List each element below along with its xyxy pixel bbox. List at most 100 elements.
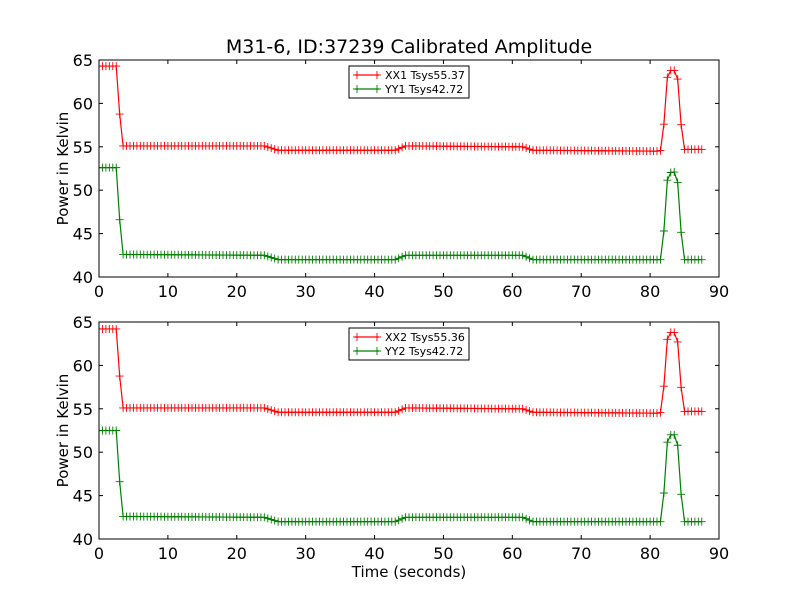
x-tick-label: 60	[502, 282, 522, 301]
x-tick-label: 80	[640, 282, 660, 301]
data-point-marker	[394, 516, 403, 525]
data-point-marker	[525, 145, 534, 154]
x-tick-label: 10	[158, 282, 178, 301]
data-point-marker	[112, 324, 121, 333]
data-point-marker	[394, 254, 403, 263]
legend-swatch-marker	[373, 85, 381, 93]
data-point-marker	[398, 514, 407, 523]
data-point-marker	[263, 514, 272, 523]
y-tick-label: 40	[73, 268, 93, 287]
series-1	[99, 324, 706, 418]
y-tick-label: 65	[73, 51, 93, 70]
data-point-marker	[115, 372, 124, 381]
data-point-marker	[267, 253, 276, 262]
data-point-marker	[663, 438, 672, 447]
y-tick-label: 55	[73, 400, 93, 419]
data-point-marker	[653, 409, 661, 418]
data-point-marker	[518, 142, 527, 151]
data-point-marker	[653, 147, 661, 156]
data-point-marker	[656, 146, 665, 155]
x-tick-label: 80	[640, 544, 660, 563]
legend-entry-label: XX1 Tsys55.37	[385, 69, 465, 82]
legend-box	[348, 327, 470, 361]
data-point-marker	[673, 75, 682, 84]
x-tick-label: 40	[364, 544, 384, 563]
data-point-marker	[270, 407, 279, 416]
legend-swatch-marker	[373, 347, 381, 355]
data-point-marker	[518, 513, 527, 522]
data-point-marker	[663, 335, 672, 344]
data-point-marker	[697, 145, 706, 154]
y-tick-label: 60	[73, 94, 93, 113]
data-point-marker	[270, 145, 279, 154]
data-point-marker	[391, 517, 400, 526]
legend-entry-label: XX2 Tsys55.36	[385, 331, 465, 344]
y-tick-label: 45	[73, 225, 93, 244]
data-point-marker	[659, 120, 668, 129]
data-point-marker	[656, 255, 665, 264]
data-point-marker	[670, 168, 679, 177]
data-point-marker	[673, 178, 682, 187]
data-point-marker	[263, 143, 272, 152]
x-tick-label: 20	[227, 282, 247, 301]
data-point-marker	[697, 517, 706, 526]
data-point-marker	[697, 407, 706, 416]
data-point-marker	[115, 215, 124, 224]
data-point-marker	[260, 513, 269, 522]
data-point-marker	[270, 254, 279, 263]
data-point-marker	[525, 516, 534, 525]
data-point-marker	[398, 143, 407, 152]
x-tick-label: 70	[571, 544, 591, 563]
data-point-marker	[112, 163, 121, 172]
data-point-marker	[260, 403, 269, 412]
x-tick-label: 50	[433, 282, 453, 301]
x-tick-label: 40	[364, 282, 384, 301]
plot-frame	[98, 59, 720, 278]
data-point-marker	[659, 488, 668, 497]
data-point-marker	[673, 337, 682, 346]
y-axis-label: Power in Kelvin	[54, 112, 72, 226]
legend-swatch-marker	[353, 347, 361, 355]
data-point-marker	[398, 252, 407, 261]
legend-box	[348, 65, 470, 99]
data-point-marker	[673, 441, 682, 450]
x-tick-label: 0	[94, 544, 104, 563]
series-2	[99, 163, 706, 264]
data-point-marker	[394, 144, 403, 153]
data-point-marker	[677, 228, 686, 237]
y-tick-label: 60	[73, 356, 93, 375]
data-point-marker	[670, 430, 679, 439]
x-tick-label: 30	[295, 544, 315, 563]
data-point-marker	[267, 144, 276, 153]
data-point-marker	[522, 252, 531, 261]
x-tick-label: 60	[502, 544, 522, 563]
chart-panel-2: 0 10 20 30 40 50 60 70 80 90 40 45 50 55 60 65 Power in …	[54, 313, 729, 581]
data-point-marker	[522, 143, 531, 152]
y-tick-label: 55	[73, 138, 93, 157]
x-tick-label: 30	[295, 282, 315, 301]
data-point-marker	[659, 382, 668, 391]
x-axis-label: Time (seconds)	[351, 563, 467, 581]
data-point-marker	[518, 404, 527, 413]
data-point-marker	[670, 328, 679, 337]
data-point-marker	[670, 66, 679, 75]
data-point-marker	[659, 226, 668, 235]
data-point-marker	[398, 405, 407, 414]
data-point-marker	[391, 255, 400, 264]
x-tick-label: 10	[158, 544, 178, 563]
y-tick-label: 50	[73, 181, 93, 200]
data-point-marker	[112, 62, 121, 71]
data-point-marker	[677, 490, 686, 499]
data-point-marker	[697, 255, 706, 264]
y-tick-label: 50	[73, 443, 93, 462]
data-point-marker	[260, 251, 269, 260]
legend-swatch-marker	[353, 85, 361, 93]
data-point-marker	[677, 383, 686, 392]
legend-swatch-marker	[353, 71, 361, 79]
x-tick-label: 90	[709, 544, 729, 563]
x-tick-label: 70	[571, 282, 591, 301]
chart-panel-1: 0 10 20 30 40 50 60 70 80 90 40 45 50 55 60 65 M31-6, ID…	[54, 36, 729, 301]
y-axis-label: Power in Kelvin	[54, 374, 72, 488]
